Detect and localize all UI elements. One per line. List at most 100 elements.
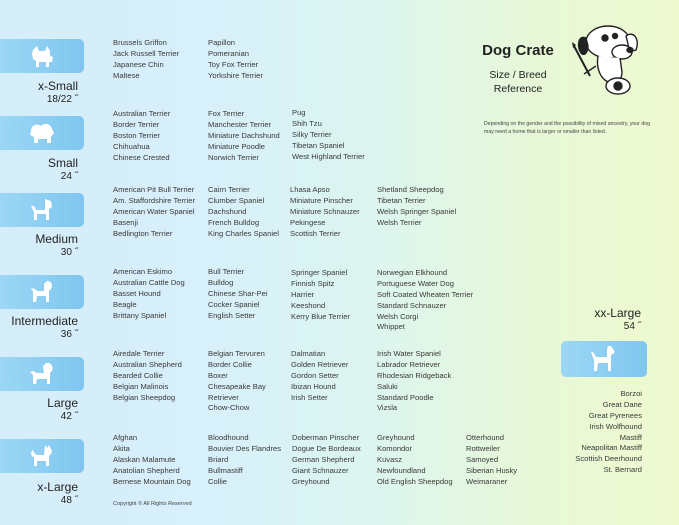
breed-item: Basset Hound — [113, 288, 161, 298]
spaniel-dog-icon — [31, 281, 52, 302]
size-label-xx-large: xx-Large 54 ˝ — [585, 307, 641, 333]
breed-item: American Eskimo — [113, 267, 173, 276]
breed-column: Lhasa Apso Miniature Pinscher Miniature … — [290, 185, 360, 239]
size-tab-intermediate — [0, 275, 84, 309]
breed-item: Labrador Retriever — [377, 359, 441, 369]
breed-item: King Charles Spaniel — [208, 228, 279, 238]
size-tab-xx-large — [561, 341, 647, 377]
great-dane-icon — [591, 346, 615, 371]
size-name: xx-Large — [594, 306, 641, 320]
breed-item: Anatolian Shepherd — [113, 465, 180, 475]
size-tab-x-large — [0, 439, 84, 473]
breed-item: Norwegian Elkhound — [377, 268, 448, 277]
breed-item: Scottish Deerhound — [575, 454, 642, 464]
breed-item: Cocker Spaniel — [208, 299, 260, 309]
breed-item: Maltese — [113, 70, 140, 80]
breed-item: German Shepherd — [292, 454, 355, 464]
breed-item: Vizsla — [377, 403, 398, 413]
breed-item: Brussels Griffon — [113, 38, 167, 47]
breed-item: Irish Water Spaniel — [377, 349, 441, 358]
breed-item: Great Pyrenees — [588, 410, 642, 420]
size-name: Small — [47, 156, 78, 170]
size-number: 48 ˝ — [60, 495, 78, 506]
breed-item: Old English Sheepdog — [377, 476, 453, 486]
breed-item: Great Dane — [602, 399, 642, 409]
breed-item: Keeshond — [291, 300, 326, 310]
size-label-small: Small 24 ˝ — [0, 157, 78, 183]
breed-item: Bearded Collie — [113, 370, 163, 380]
size-name: Large — [47, 396, 78, 410]
breed-item: Airedale Terrier — [113, 349, 165, 358]
breed-item: Miniature Dachshund — [208, 130, 280, 140]
breed-item: Alaskan Malamute — [113, 454, 176, 464]
breed-item: Am. Staffordshire Terrier — [113, 195, 196, 205]
breed-column: Otterhound Rottweiler Samoyed Siberian H… — [466, 433, 517, 487]
size-label-intermediate: Intermediate 36 ˝ — [0, 315, 78, 341]
breed-item: American Water Spaniel — [113, 206, 195, 216]
breed-item: Norwich Terrier — [208, 152, 259, 162]
size-number: 24 ˝ — [60, 171, 78, 182]
breed-column: Pug Shih Tzu Silky Terrier Tibetan Spani… — [292, 108, 365, 162]
breed-column: Australian Terrier Border Terrier Boston… — [113, 109, 170, 163]
breed-column: Doberman Pinscher Dogue De Bordeaux Germ… — [292, 433, 361, 487]
breed-column: Shetland Sheepdog Tibetan Terrier Welsh … — [377, 185, 456, 229]
breed-item: Chihuahua — [113, 141, 150, 151]
breed-item: Collie — [208, 476, 227, 486]
breed-item: Bernese Mountain Dog — [113, 476, 191, 486]
breed-item: Greyhound — [377, 433, 415, 442]
breed-column: Springer Spaniel Finnish Spitz Harrier K… — [291, 268, 350, 322]
breed-item: Australian Terrier — [113, 109, 171, 118]
breed-column: Brussels Griffon Jack Russell Terrier Ja… — [113, 38, 179, 82]
breed-item: Retriever — [208, 392, 239, 402]
size-name: Intermediate — [11, 314, 78, 328]
breed-item: Siberian Husky — [466, 465, 518, 475]
breed-item: Miniature Poodle — [208, 141, 265, 151]
breed-item: Clumber Spaniel — [208, 195, 265, 205]
breed-item: Doberman Pinscher — [292, 433, 360, 442]
akita-dog-icon — [31, 445, 52, 466]
breed-item: Bullmastiff — [208, 465, 243, 475]
breed-column: Bull Terrier Bulldog Chinese Shar-Pei Co… — [208, 267, 268, 321]
breed-item: Rhodesian Ridgeback — [377, 370, 452, 380]
size-number: 18/22 ˝ — [46, 94, 78, 105]
size-note: Depending on the gender and the possibil… — [484, 121, 651, 135]
breed-item: Australian Shepherd — [113, 359, 182, 369]
breed-column: American Pit Bull Terrier Am. Staffordsh… — [113, 185, 195, 239]
breed-item: Bedlington Terrier — [113, 228, 173, 238]
breed-column: Belgian Tervuren Border Collie Boxer Che… — [208, 349, 266, 414]
breed-item: St. Bernard — [603, 465, 642, 475]
breed-column: Greyhound Komondor Kuvasz Newfoundland O… — [377, 433, 453, 487]
breed-item: Weimaraner — [466, 476, 508, 486]
breed-item: Papillon — [208, 38, 236, 47]
size-name: Medium — [35, 232, 78, 246]
breed-item: Dogue De Bordeaux — [292, 443, 361, 453]
breed-item: Komondor — [377, 443, 413, 453]
copyright-notice: Copyright © All Rights Reserved — [113, 501, 192, 507]
page-title: Dog Crate — [482, 42, 554, 59]
breed-item: Belgian Tervuren — [208, 349, 265, 358]
size-number: 42 ˝ — [60, 411, 78, 422]
breed-item: Toy Fox Terrier — [208, 59, 259, 69]
subtitle-line-2: Reference — [493, 83, 543, 95]
breed-item: Yorkshire Terrier — [208, 70, 263, 80]
breed-item: Irish Wolfhound — [589, 421, 642, 431]
breed-item: English Setter — [208, 310, 256, 320]
breed-item: Boston Terrier — [113, 130, 161, 140]
size-label-x-large: x-Large 48 ˝ — [0, 481, 78, 507]
breed-item: Border Collie — [208, 359, 252, 369]
breed-item: Dachshund — [208, 206, 247, 216]
breed-item: Beagle — [113, 299, 137, 309]
breed-column: Cairn Terrier Clumber Spaniel Dachshund … — [208, 185, 279, 239]
breed-item: Welsh Terrier — [377, 217, 422, 227]
breed-item: Irish Setter — [291, 392, 328, 402]
breed-item: Japanese Chin — [113, 59, 164, 69]
breed-item: Welsh Corgi — [377, 311, 419, 321]
breed-column: Afghan Akita Alaskan Malamute Anatolian … — [113, 433, 191, 487]
breed-item: Standard Schnauzer — [377, 300, 447, 310]
size-name: x-Small — [37, 79, 78, 93]
breed-item: Miniature Schnauzer — [290, 206, 360, 216]
breed-column: Airedale Terrier Australian Shepherd Bea… — [113, 349, 182, 403]
breed-item: Soft Coated Wheaten Terrier — [377, 289, 474, 299]
breed-item: Portuguese Water Dog — [377, 278, 454, 288]
breed-item: Tibetan Spaniel — [292, 140, 345, 150]
